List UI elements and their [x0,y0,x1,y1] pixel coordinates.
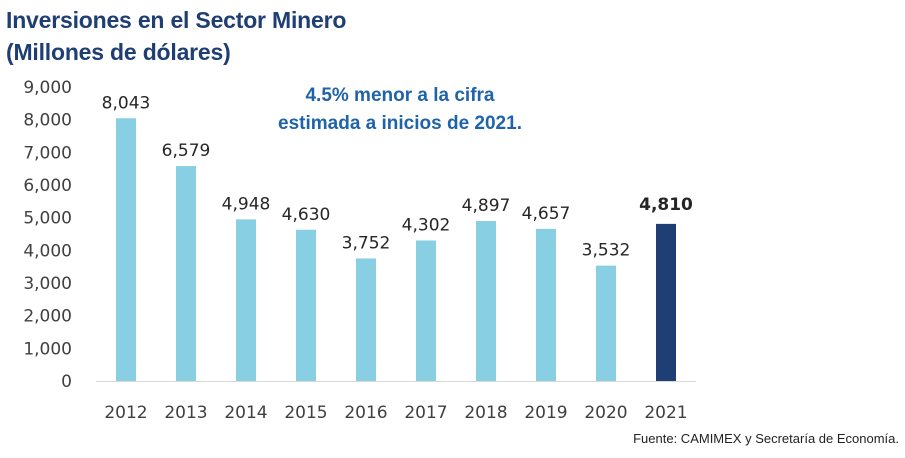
bar [356,258,376,381]
bar [656,223,676,381]
y-tick-label: 5,000 [23,209,72,229]
bar [596,265,616,381]
x-tick-label: 2015 [284,403,327,423]
bar [236,219,256,381]
y-tick-label: 8,000 [23,111,72,131]
y-tick-label: 6,000 [23,176,72,196]
bar [416,240,436,381]
bar [176,166,196,381]
bar [476,221,496,381]
data-label: 4,810 [639,195,693,215]
chart-annotation: 4.5% menor a la cifra estimada a inicios… [240,82,560,138]
data-label: 4,630 [282,205,331,225]
x-tick-label: 2019 [524,403,567,423]
y-tick-label: 0 [61,372,72,392]
source-note: Fuente: CAMIMEX y Secretaría de Economía… [633,431,899,446]
data-label: 3,752 [342,233,391,253]
data-label: 4,302 [402,215,451,235]
y-tick-label: 4,000 [23,241,72,261]
data-label: 3,532 [582,241,631,261]
x-tick-label: 2014 [224,403,267,423]
x-tick-label: 2012 [104,403,147,423]
annotation-line-1: 4.5% menor a la cifra [305,85,495,106]
y-tick-label: 3,000 [23,274,72,294]
y-tick-label: 9,000 [23,78,72,98]
x-tick-label: 2018 [464,403,507,423]
chart-title-line-2: (Millones de dólares) [6,39,231,65]
data-label: 4,657 [522,204,571,224]
data-label: 4,897 [462,196,511,216]
bar [536,228,556,381]
y-tick-label: 7,000 [23,143,72,163]
data-label: 4,948 [222,194,271,214]
chart-title: Inversiones en el Sector Minero (Millone… [6,4,346,68]
x-tick-label: 2017 [404,403,447,423]
chart-title-line-1: Inversiones en el Sector Minero [6,7,347,33]
y-tick-label: 2,000 [23,307,72,327]
annotation-line-2: estimada a inicios de 2021. [278,113,522,134]
y-tick-label: 1,000 [23,339,72,359]
x-tick-label: 2020 [584,403,627,423]
x-tick-label: 2013 [164,403,207,423]
data-label: 6,579 [162,141,211,161]
bar [296,229,316,381]
bar [116,118,136,382]
data-label: 8,043 [102,93,151,113]
x-tick-label: 2021 [644,403,687,423]
x-tick-label: 2016 [344,403,387,423]
